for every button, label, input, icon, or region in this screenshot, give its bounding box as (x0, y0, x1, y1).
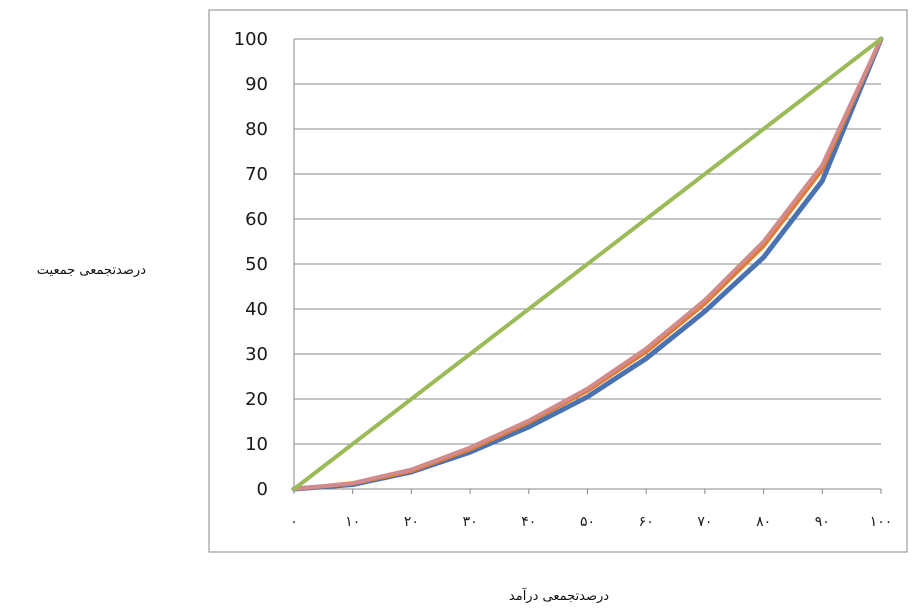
y-tick-label-10: 100 (234, 29, 268, 50)
x-axis-label: درصدتجمعی درآمد (509, 587, 609, 604)
series-line-2 (292, 37, 883, 491)
x-tick-label-1: ۱۰ (345, 514, 360, 530)
x-tick-label-8: ۸۰ (756, 514, 771, 530)
y-tick-label-9: 90 (245, 74, 268, 95)
series-line-3 (292, 37, 883, 491)
y-tick-label-4: 40 (245, 299, 268, 320)
x-tick-labels: ۰ ۱۰ ۲۰ ۳۰ ۴۰ ۵۰ ۶۰ ۷۰ ۸۰ ۹۰ ۱۰۰ (290, 514, 892, 530)
series-lines (291, 36, 884, 492)
x-tick-label-9: ۹۰ (815, 514, 830, 530)
x-tick-label-10: ۱۰۰ (870, 514, 893, 530)
y-tick-label-3: 30 (245, 344, 268, 365)
x-tick-label-2: ۲۰ (404, 514, 419, 530)
y-tick-label-8: 80 (245, 119, 268, 140)
y-tick-label-0: 0 (257, 479, 268, 500)
y-tick-label-2: 20 (245, 389, 268, 410)
x-tick-label-4: ۴۰ (521, 514, 536, 530)
y-tick-label-7: 70 (245, 164, 268, 185)
y-tick-label-1: 10 (245, 434, 268, 455)
x-tick-label-3: ۳۰ (463, 514, 478, 530)
y-tick-label-6: 60 (245, 209, 268, 230)
y-axis-label: درصدتجمعی جمعیت (37, 263, 146, 278)
x-tick-label-5: ۵۰ (580, 514, 595, 530)
chart-frame (208, 9, 908, 553)
x-tick-label-7: ۷۰ (697, 514, 712, 530)
y-tick-labels: 0 10 20 30 40 50 60 70 80 90 100 (234, 29, 268, 500)
y-tick-label-5: 50 (245, 254, 268, 275)
x-tick-label-6: ۶۰ (639, 514, 654, 530)
x-tick-label-0: ۰ (290, 514, 298, 530)
